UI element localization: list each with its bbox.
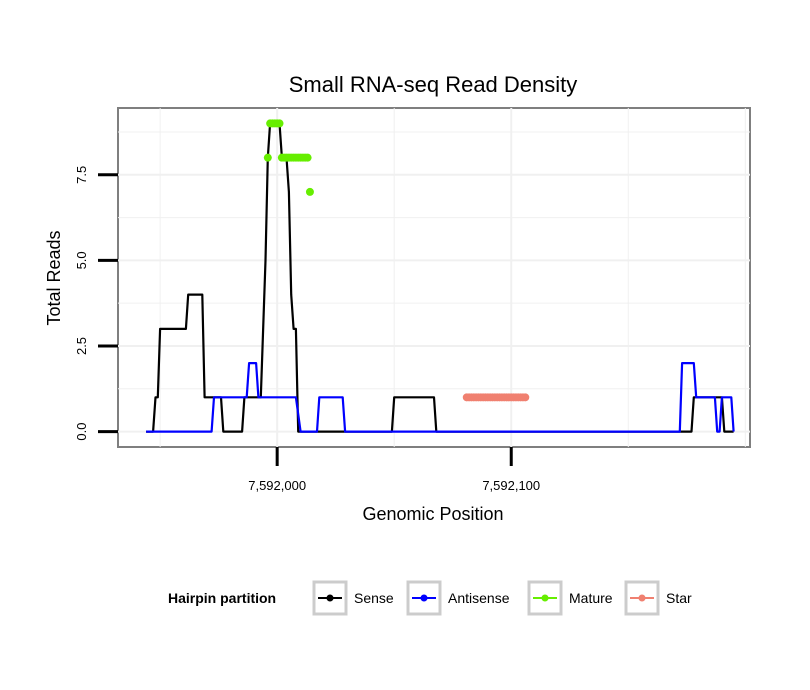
y-tick-label: 2.5 [74,337,89,355]
data-point-mature [263,153,272,162]
legend-label: Star [666,590,692,606]
chart-title: Small RNA-seq Read Density [289,72,578,97]
y-tick-label: 0.0 [74,423,89,441]
legend-key-point [420,594,428,602]
legend-key-point [326,594,334,602]
legend-title: Hairpin partition [168,590,276,606]
legend-key-point [638,594,646,602]
series-layer [146,119,735,433]
grid-lines [118,108,750,447]
x-tick-label: 7,592,000 [248,478,306,493]
x-tick-label: 7,592,100 [482,478,540,493]
legend-label: Sense [354,590,394,606]
legend-label: Antisense [448,590,510,606]
data-point-star [521,393,530,402]
legend: Hairpin partition Sense Antisense Mature St… [168,580,692,616]
axes: 0.0 2.5 5.0 7.5 7,592,000 7,592,100 [74,166,540,493]
y-axis-title: Total Reads [44,230,64,325]
plot-panel [117,107,751,448]
x-axis-title: Genomic Position [362,504,503,524]
data-point-mature [275,119,284,128]
y-tick-label: 5.0 [74,251,89,269]
y-tick-label: 7.5 [74,166,89,184]
series-line-antisense [146,362,735,433]
legend-key-point [541,594,549,602]
data-point-mature [303,153,312,162]
legend-label: Mature [569,590,613,606]
data-point-mature [305,187,314,196]
